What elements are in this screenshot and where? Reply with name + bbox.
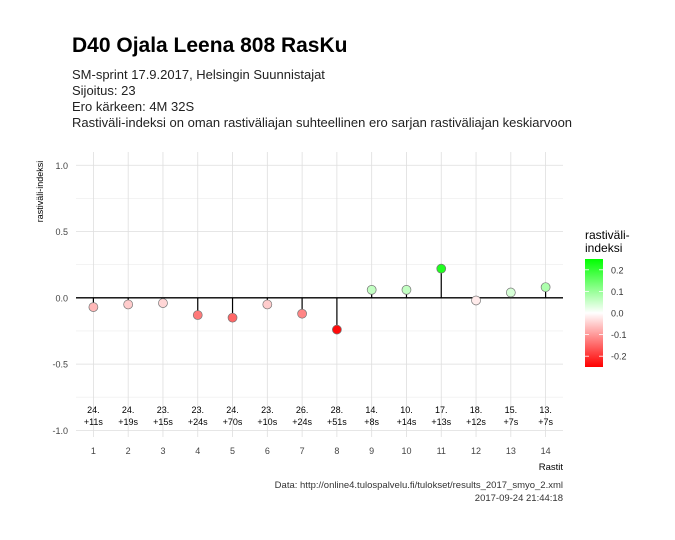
legend-tick-label: 0.1 (611, 287, 624, 297)
x-tick-label: 1 (91, 446, 96, 456)
x-tick-label: 3 (160, 446, 165, 456)
point-14 (540, 282, 551, 293)
time-label-10: +14s (397, 417, 417, 427)
data-marks (88, 263, 551, 335)
caption-timestamp: 2017-09-24 21:44:18 (474, 493, 563, 504)
time-label-8: +51s (327, 417, 347, 427)
time-label-11: +13s (431, 417, 451, 427)
x-tick-label: 14 (541, 446, 551, 456)
rank-label-8: 28. (331, 405, 344, 415)
point-5 (227, 312, 238, 323)
chart-subtitle: SM-sprint 17.9.2017, Helsingin Suunnista… (72, 67, 572, 131)
y-tick-label: 1.0 (55, 161, 68, 171)
point-6 (262, 299, 273, 310)
x-tick-label: 13 (506, 446, 516, 456)
time-label-14: +7s (538, 417, 553, 427)
x-axis-label: Rastit (539, 462, 564, 473)
subtitle-event: SM-sprint 17.9.2017, Helsingin Suunnista… (72, 67, 325, 82)
color-legend: rastiväli-indeksi 0.2 0.1 0.0 -0.1 -0.2 (585, 228, 630, 367)
x-tick-label: 2 (126, 446, 131, 456)
x-tick-label: 6 (265, 446, 270, 456)
y-axis-label: rastiväli-indeksi (35, 161, 45, 223)
time-label-13: +7s (503, 417, 518, 427)
rank-label-12: 18. (470, 405, 483, 415)
x-tick-label: 8 (334, 446, 339, 456)
x-tick-label: 10 (401, 446, 411, 456)
subtitle-description: Rastiväli-indeksi on oman rastiväliajan … (72, 115, 573, 130)
time-label-7: +24s (292, 417, 312, 427)
x-tick-label: 12 (471, 446, 481, 456)
time-label-6: +10s (257, 417, 277, 427)
rank-label-2: 24. (122, 405, 135, 415)
data-labels: 24. +11s 24. +19s 23. +15s 23. +24s 24. +70s 23. +1… (84, 405, 554, 427)
caption-source: Data: http://online4.tulospalvelu.fi/tul… (274, 480, 563, 491)
subtitle-gap: Ero kärkeen: 4M 32S (72, 99, 195, 114)
point-7 (297, 308, 307, 319)
time-label-5: +70s (223, 417, 243, 427)
time-label-4: +24s (188, 417, 208, 427)
point-9 (366, 285, 377, 295)
rank-label-9: 14. (365, 405, 378, 415)
point-13 (505, 287, 516, 298)
point-3 (158, 298, 168, 308)
axes: -1.0-0.50.00.51.01 2 3 4 5 6 7 8 9 10 11 12 13 14rast… (35, 161, 563, 473)
rank-label-6: 23. (261, 405, 274, 415)
time-label-9: +8s (364, 417, 379, 427)
rank-label-3: 23. (157, 405, 170, 415)
y-tick-label: 0.0 (55, 293, 68, 303)
rank-label-5: 24. (226, 405, 239, 415)
point-12 (471, 295, 481, 306)
legend-tick-label: 0.2 (611, 265, 624, 275)
time-label-12: +12s (466, 417, 486, 427)
legend-title-line2: indeksi (585, 241, 622, 255)
point-8 (332, 324, 342, 335)
y-tick-label: 0.5 (55, 227, 68, 237)
point-4 (192, 310, 203, 320)
rank-label-7: 26. (296, 405, 309, 415)
legend-colorbar (585, 259, 603, 367)
point-10 (401, 285, 412, 295)
subtitle-placement: Sijoitus: 23 (72, 83, 136, 98)
point-1 (88, 302, 99, 312)
rank-label-1: 24. (87, 405, 100, 415)
grid-lines (76, 152, 563, 437)
time-label-1: +11s (84, 417, 104, 427)
legend-title-line1: rastiväli- (585, 228, 630, 242)
point-2 (123, 299, 134, 310)
rank-label-14: 13. (539, 405, 552, 415)
point-11 (436, 263, 447, 274)
legend-tick-label: -0.1 (611, 330, 627, 340)
y-tick-label: -0.5 (52, 360, 68, 370)
rank-label-4: 23. (191, 405, 204, 415)
x-tick-label: 7 (300, 446, 305, 456)
chart-title: D40 Ojala Leena 808 RasKu (72, 34, 348, 57)
rank-label-11: 17. (435, 405, 448, 415)
legend-tick-label: -0.2 (611, 352, 627, 362)
x-tick-label: 9 (369, 446, 374, 456)
time-label-3: +15s (153, 417, 173, 427)
rank-label-13: 15. (505, 405, 518, 415)
rank-label-10: 10. (400, 405, 413, 415)
y-tick-label: -1.0 (52, 426, 68, 436)
x-tick-label: 5 (230, 446, 235, 456)
x-tick-label: 4 (195, 446, 200, 456)
x-tick-label: 11 (437, 446, 446, 456)
legend-tick-label: 0.0 (611, 309, 624, 319)
time-label-2: +19s (118, 417, 138, 427)
